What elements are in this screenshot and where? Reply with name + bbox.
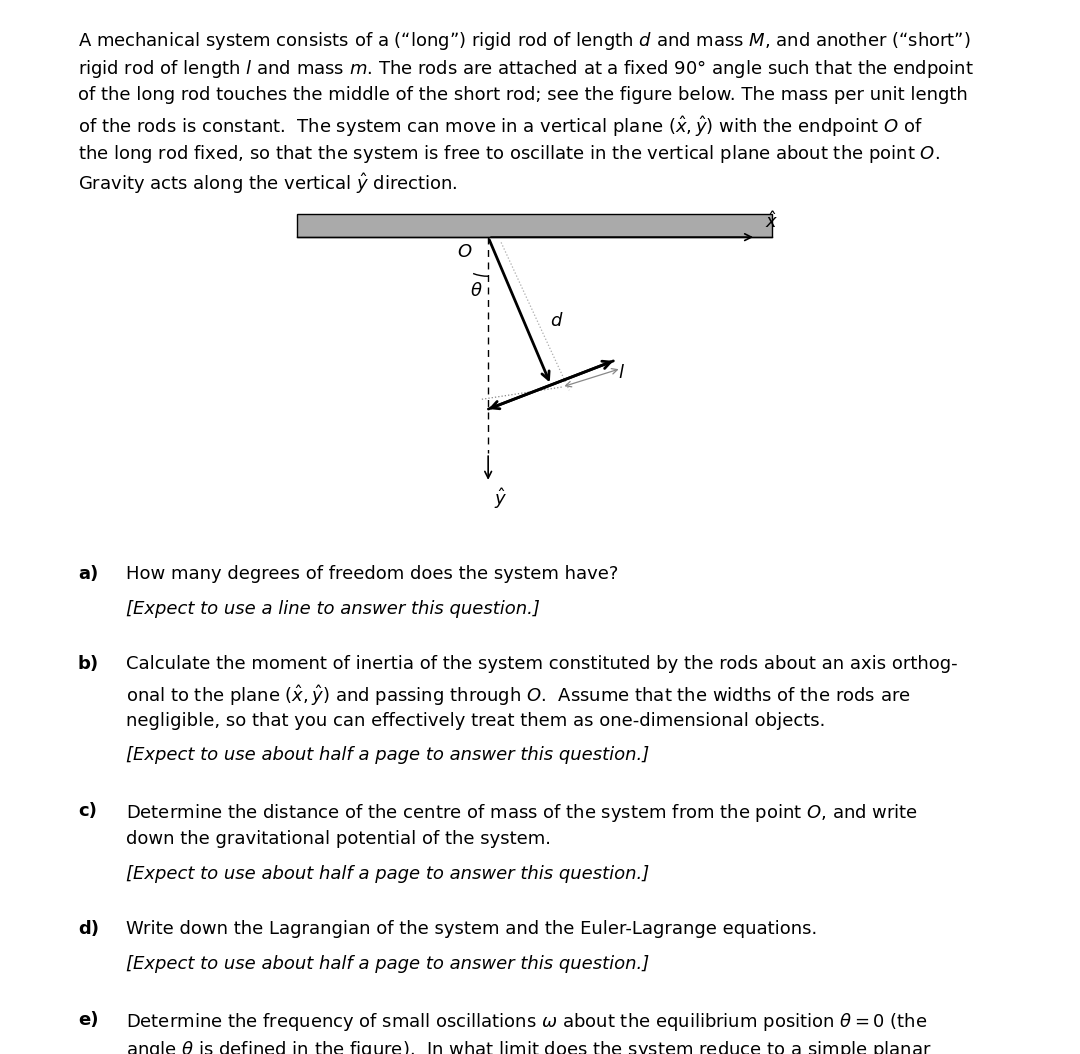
Text: A mechanical system consists of a (“long”) rigid rod of length $d$ and mass $M$,: A mechanical system consists of a (“long… <box>78 30 971 52</box>
Text: Gravity acts along the vertical $\hat{y}$ direction.: Gravity acts along the vertical $\hat{y}… <box>78 171 458 195</box>
Text: [Expect to use about half a page to answer this question.]: [Expect to use about half a page to answ… <box>126 864 649 882</box>
Text: $O$: $O$ <box>457 243 472 261</box>
Text: angle $\theta$ is defined in the figure).  In what limit does the system reduce : angle $\theta$ is defined in the figure)… <box>126 1039 932 1054</box>
Text: b): b) <box>78 656 99 674</box>
Text: of the rods is constant.  The system can move in a vertical plane $(\hat{x}, \ha: of the rods is constant. The system can … <box>78 114 922 139</box>
Text: $l$: $l$ <box>618 364 625 382</box>
Text: e): e) <box>78 1011 98 1029</box>
Bar <box>297 214 772 237</box>
Text: How many degrees of freedom does the system have?: How many degrees of freedom does the sys… <box>126 565 619 583</box>
Text: d): d) <box>78 920 98 938</box>
Text: $\hat{x}$: $\hat{x}$ <box>765 211 778 232</box>
Text: c): c) <box>78 802 96 820</box>
Text: negligible, so that you can effectively treat them as one-dimensional objects.: negligible, so that you can effectively … <box>126 711 826 729</box>
Text: $\theta$: $\theta$ <box>471 281 483 299</box>
Text: the long rod fixed, so that the system is free to oscillate in the vertical plan: the long rod fixed, so that the system i… <box>78 142 940 164</box>
Text: of the long rod touches the middle of the short rod; see the figure below. The m: of the long rod touches the middle of th… <box>78 86 968 104</box>
Text: Determine the frequency of small oscillations $\omega$ about the equilibrium pos: Determine the frequency of small oscilla… <box>126 1011 928 1033</box>
Text: a): a) <box>78 565 98 583</box>
Text: down the gravitational potential of the system.: down the gravitational potential of the … <box>126 831 552 848</box>
Text: $\hat{y}$: $\hat{y}$ <box>494 486 507 510</box>
Text: [Expect to use about half a page to answer this question.]: [Expect to use about half a page to answ… <box>126 955 649 973</box>
Text: onal to the plane $(\hat{x}, \hat{y})$ and passing through $O$.  Assume that the: onal to the plane $(\hat{x}, \hat{y})$ a… <box>126 683 910 708</box>
Text: Calculate the moment of inertia of the system constituted by the rods about an a: Calculate the moment of inertia of the s… <box>126 656 958 674</box>
Text: [Expect to use a line to answer this question.]: [Expect to use a line to answer this que… <box>126 600 540 618</box>
Text: Determine the distance of the centre of mass of the system from the point $O$, a: Determine the distance of the centre of … <box>126 802 918 824</box>
Text: [Expect to use about half a page to answer this question.]: [Expect to use about half a page to answ… <box>126 746 649 764</box>
Text: $d$: $d$ <box>550 312 563 330</box>
Text: Write down the Lagrangian of the system and the Euler-Lagrange equations.: Write down the Lagrangian of the system … <box>126 920 818 938</box>
Text: rigid rod of length $l$ and mass $m$. The rods are attached at a fixed 90° angle: rigid rod of length $l$ and mass $m$. Th… <box>78 58 974 80</box>
